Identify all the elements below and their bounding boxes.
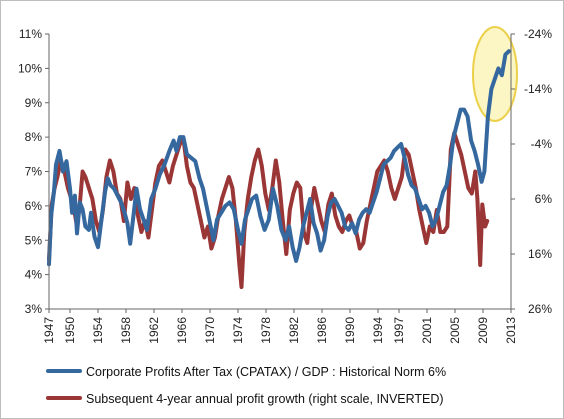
left-tick-label: 10%: [18, 61, 42, 75]
x-tick-label: 2005: [448, 317, 462, 344]
left-tick-label: 4%: [25, 268, 43, 282]
right-tick-label: 26%: [528, 302, 552, 316]
x-tick-label: 1982: [287, 317, 301, 344]
x-tick-label: 1986: [315, 317, 329, 344]
x-tick-label: 1966: [175, 317, 189, 344]
left-tick-label: 9%: [25, 96, 43, 110]
right-tick-label: -14%: [524, 82, 552, 96]
x-tick-label: 1962: [147, 317, 161, 344]
plot-layer: [47, 49, 511, 289]
legend: Corporate Profits After Tax (CPATAX) / G…: [46, 365, 446, 406]
x-tick-label: 1994: [371, 317, 385, 344]
right-tick-label: -24%: [524, 27, 552, 41]
left-tick-label: 3%: [25, 302, 43, 316]
x-tick-label: 1970: [203, 317, 217, 344]
x-tick-label: 1950: [63, 317, 77, 344]
x-tick-label: 1954: [91, 317, 105, 344]
left-tick-label: 6%: [25, 199, 43, 213]
x-tick-label: 1974: [231, 317, 245, 344]
x-tick-label: 1997: [392, 317, 406, 344]
axes-layer: 3% 4% 5% 6% 7% 8% 9% 10% 11% -24% -14% -4% 6% 16% 26% 1…: [18, 27, 552, 344]
left-tick-label: 7%: [25, 165, 43, 179]
x-tick-label: 1958: [119, 317, 133, 344]
left-tick-label: 5%: [25, 233, 43, 247]
right-tick-label: -4%: [531, 137, 553, 151]
legend-label-profit-growth: Subsequent 4-year annual profit growth (…: [86, 392, 444, 406]
x-tick-label: 1978: [259, 317, 273, 344]
right-tick-label: 6%: [535, 192, 553, 206]
x-tick-label: 2001: [420, 317, 434, 344]
x-tick-label: 1947: [42, 317, 56, 344]
x-tick-label: 1990: [343, 317, 357, 344]
left-tick-label: 11%: [19, 27, 42, 41]
x-tick-label: 2009: [476, 317, 490, 344]
legend-label-profits-to-gdp: Corporate Profits After Tax (CPATAX) / G…: [86, 365, 446, 379]
x-tick-label: 2013: [504, 317, 518, 344]
right-tick-label: 16%: [528, 247, 552, 261]
left-tick-label: 8%: [25, 130, 43, 144]
series-line-profits-to-gdp: [47, 49, 511, 267]
